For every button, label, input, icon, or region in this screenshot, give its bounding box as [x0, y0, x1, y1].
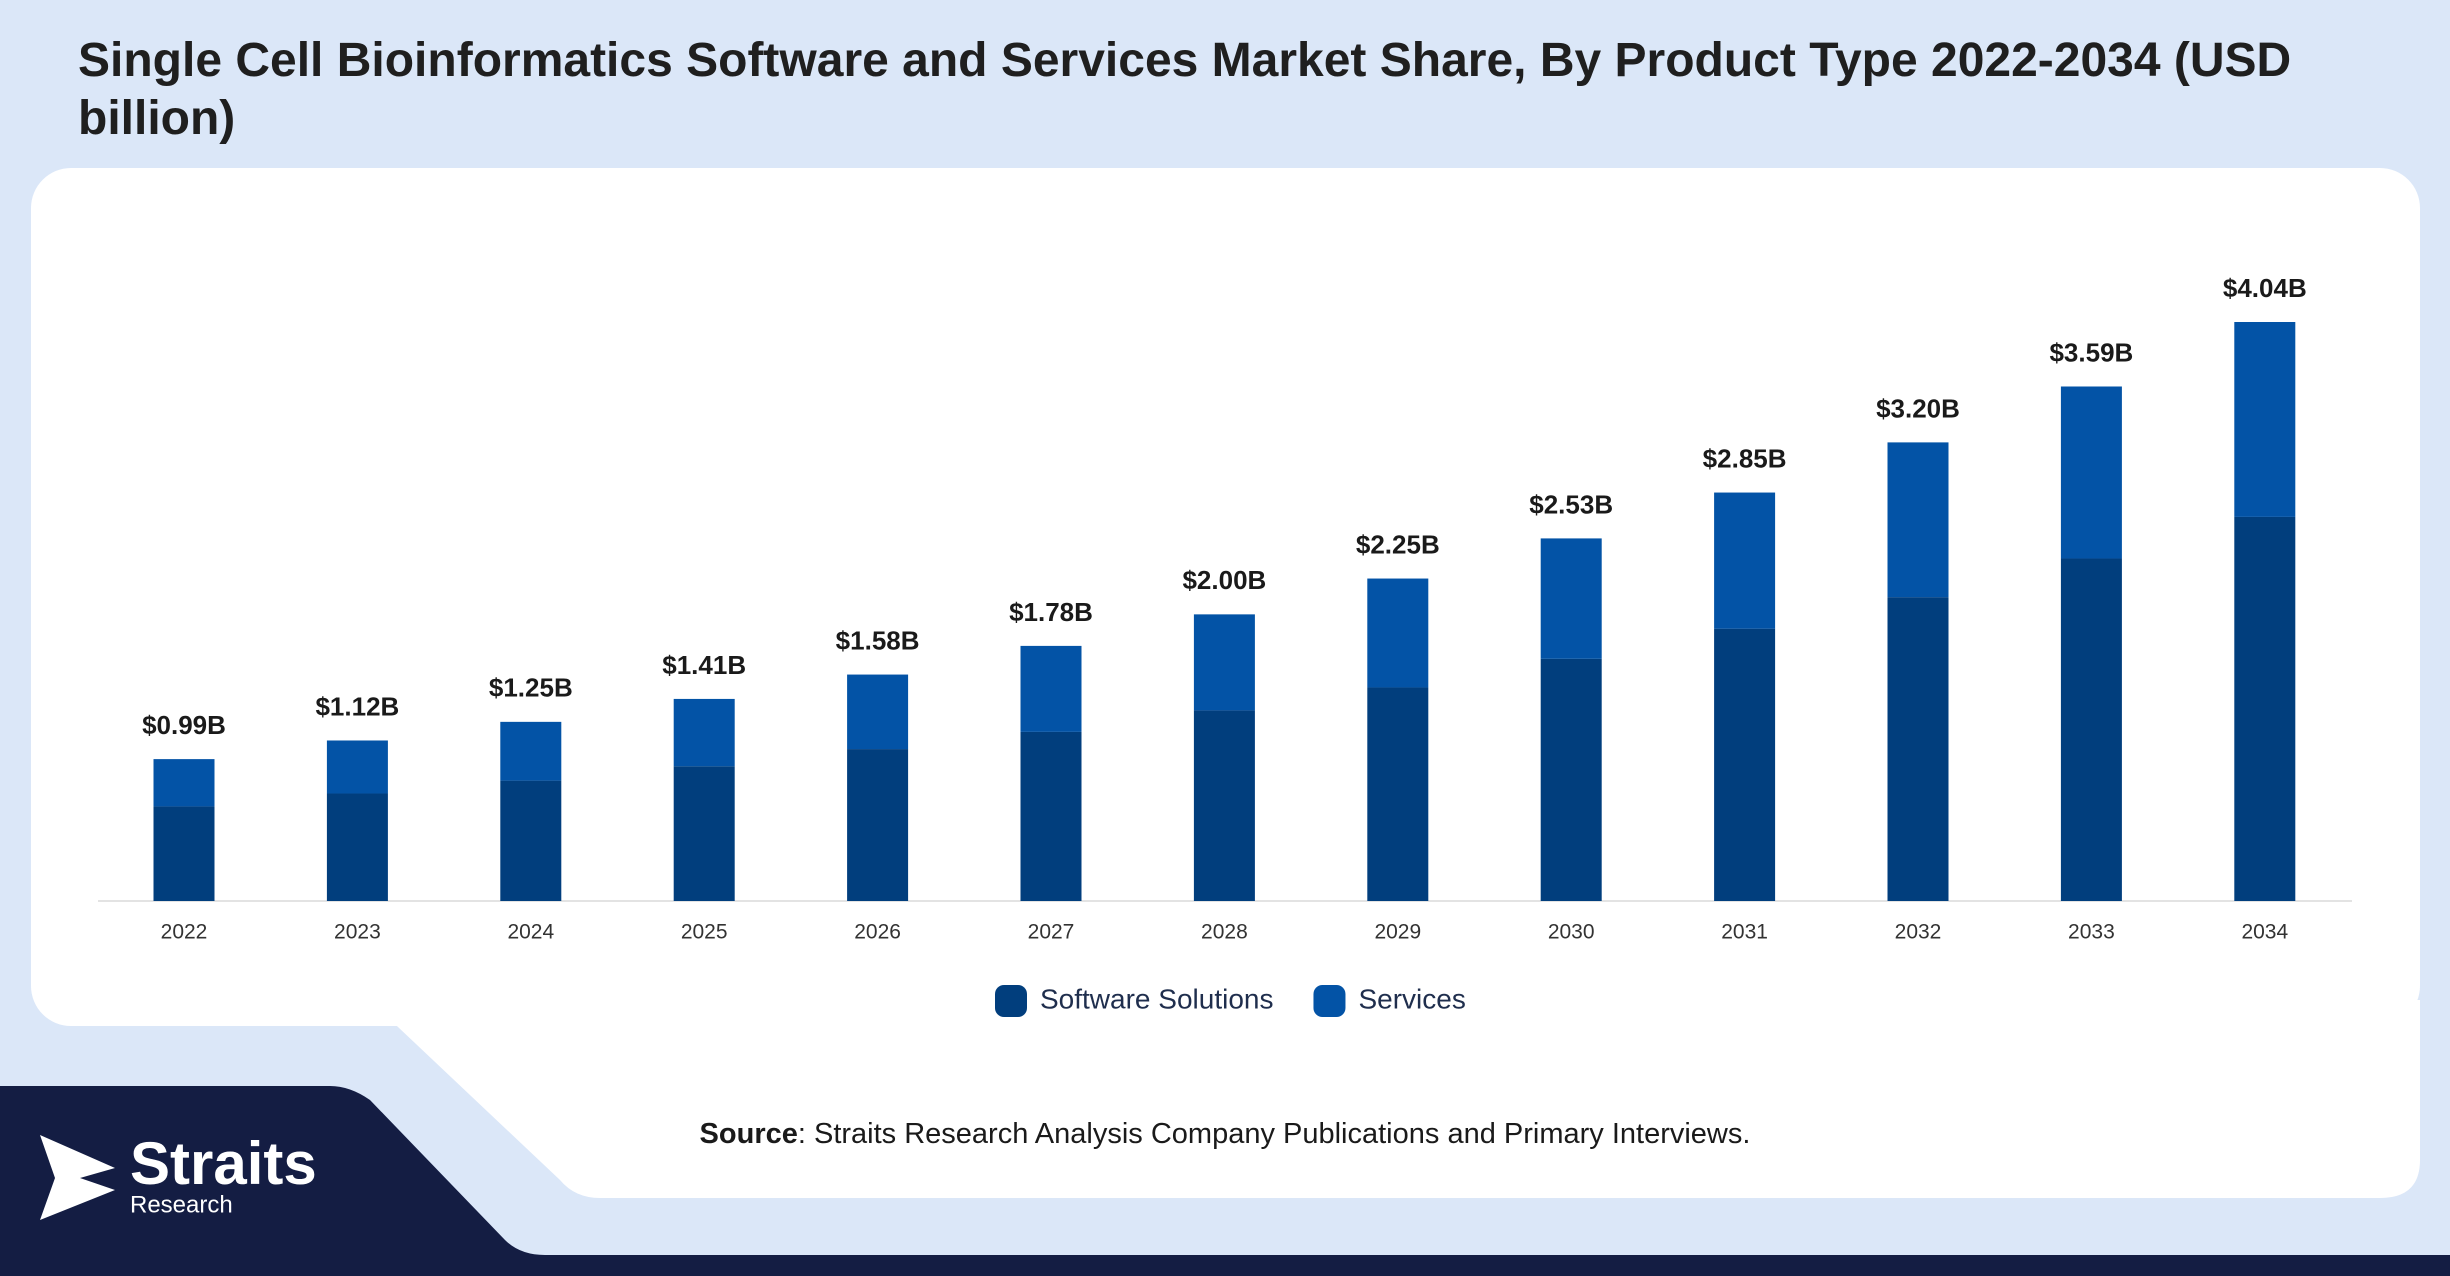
- bar-segment: [326, 793, 388, 901]
- bar-segment: [1540, 658, 1602, 901]
- bar-segment: [1193, 614, 1255, 711]
- x-tick-label: 2034: [2241, 921, 2288, 944]
- total-label: $2.85B: [1703, 443, 1787, 473]
- bar-segment: [1367, 687, 1429, 901]
- x-tick-label: 2031: [1721, 921, 1768, 944]
- source: Source: Straits Research Analysis Compan…: [700, 1118, 1751, 1150]
- logo-mark: [40, 1135, 115, 1220]
- logo-name: Straits: [130, 1130, 317, 1197]
- bar-segment: [2060, 386, 2122, 559]
- bar-segment: [1714, 628, 1776, 901]
- legend-label: Software Solutions: [1040, 983, 1273, 1014]
- bar-segment: [1887, 597, 1949, 901]
- total-label: $1.25B: [489, 673, 573, 703]
- x-tick-label: 2024: [507, 921, 554, 944]
- bar-segment: [2234, 322, 2296, 517]
- bar-segment: [847, 674, 909, 750]
- bar-segment: [500, 780, 562, 901]
- bar-segment: [1020, 731, 1082, 901]
- bar-segment: [1367, 578, 1429, 688]
- x-tick-label: 2029: [1374, 921, 1421, 944]
- total-label: $0.99B: [142, 710, 226, 740]
- bar-segment: [1540, 538, 1602, 659]
- x-tick-label: 2033: [2068, 921, 2115, 944]
- logo-sub: Research: [130, 1191, 233, 1218]
- bar-segment: [153, 759, 215, 807]
- bar-segment: [2060, 558, 2122, 901]
- legend-label: Services: [1358, 983, 1465, 1014]
- bar-segment: [847, 749, 909, 901]
- source-label: Source: [700, 1118, 798, 1150]
- total-label: $1.41B: [662, 650, 746, 680]
- bar-segment: [673, 766, 735, 901]
- x-tick-label: 2023: [334, 921, 381, 944]
- total-label: $1.12B: [315, 691, 399, 721]
- total-label: $3.20B: [1876, 393, 1960, 423]
- x-tick-label: 2027: [1028, 921, 1075, 944]
- bar-segment: [1020, 645, 1082, 732]
- x-tick-label: 2026: [854, 921, 901, 944]
- bar-segment: [673, 698, 735, 767]
- chart-title: Single Cell Bioinformatics Software and …: [78, 34, 2292, 145]
- total-label: $1.78B: [1009, 597, 1093, 627]
- total-label: $3.59B: [2049, 337, 2133, 367]
- legend-swatch: [1313, 985, 1346, 1017]
- x-tick-label: 2032: [1895, 921, 1942, 944]
- x-tick-label: 2028: [1201, 921, 1248, 944]
- x-tick-label: 2025: [681, 921, 728, 944]
- bar-segment: [500, 721, 562, 781]
- x-tick-label: 2030: [1548, 921, 1595, 944]
- bar-segment: [153, 806, 215, 901]
- x-tick-label: 2022: [161, 921, 208, 944]
- total-label: $2.53B: [1529, 489, 1613, 519]
- total-label: $4.04B: [2223, 273, 2307, 303]
- total-label: $2.00B: [1182, 565, 1266, 595]
- bar-segment: [1887, 442, 1949, 598]
- legend-swatch: [995, 985, 1027, 1017]
- footer-band: [0, 1086, 2450, 1276]
- source-text: : Straits Research Analysis Company Publ…: [798, 1118, 1751, 1150]
- bar-segment: [2234, 516, 2296, 901]
- bar-segment: [1193, 710, 1255, 901]
- card: [31, 168, 2420, 1026]
- card-bottom: [380, 1000, 2420, 1198]
- total-label: $2.25B: [1356, 529, 1440, 559]
- total-label: $1.58B: [836, 625, 920, 655]
- bar-segment: [1714, 492, 1776, 629]
- bar-segment: [326, 740, 388, 794]
